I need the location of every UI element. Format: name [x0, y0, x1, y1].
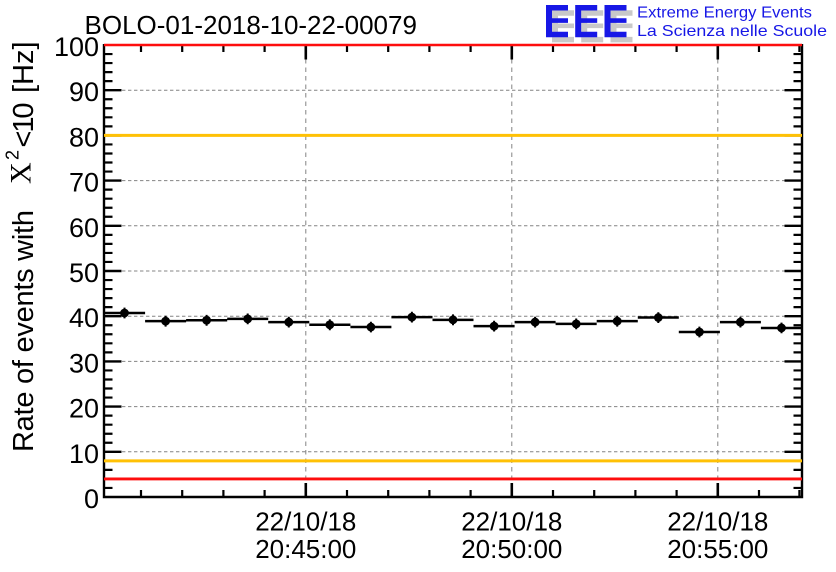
- svg-text:30: 30: [69, 348, 99, 378]
- svg-text:2: 2: [3, 150, 23, 160]
- svg-text:50: 50: [69, 258, 99, 288]
- svg-text:40: 40: [69, 303, 99, 333]
- svg-text:20: 20: [69, 394, 99, 424]
- svg-text:[Hz]: [Hz]: [8, 41, 40, 93]
- svg-text:60: 60: [69, 213, 99, 243]
- svg-text:10: 10: [69, 439, 99, 469]
- svg-text:0: 0: [84, 484, 99, 514]
- svg-text:20:50:00: 20:50:00: [461, 534, 562, 564]
- svg-text:<10: <10: [8, 103, 40, 148]
- svg-text:22/10/18: 22/10/18: [667, 506, 768, 536]
- svg-text:Rate of events with: Rate of events with: [8, 210, 40, 452]
- svg-text:100: 100: [54, 32, 99, 62]
- svg-text:20:55:00: 20:55:00: [667, 534, 768, 564]
- svg-text:BOLO-01-2018-10-22-00079: BOLO-01-2018-10-22-00079: [85, 10, 417, 40]
- svg-text:La Scienza nelle Scuole: La Scienza nelle Scuole: [637, 23, 827, 40]
- svg-text:X: X: [4, 162, 37, 184]
- svg-text:90: 90: [69, 77, 99, 107]
- svg-text:80: 80: [69, 122, 99, 152]
- svg-text:22/10/18: 22/10/18: [461, 506, 562, 536]
- svg-text:70: 70: [69, 168, 99, 198]
- svg-text:20:45:00: 20:45:00: [255, 534, 356, 564]
- svg-text:22/10/18: 22/10/18: [255, 506, 356, 536]
- svg-text:Extreme Energy Events: Extreme Energy Events: [637, 5, 812, 22]
